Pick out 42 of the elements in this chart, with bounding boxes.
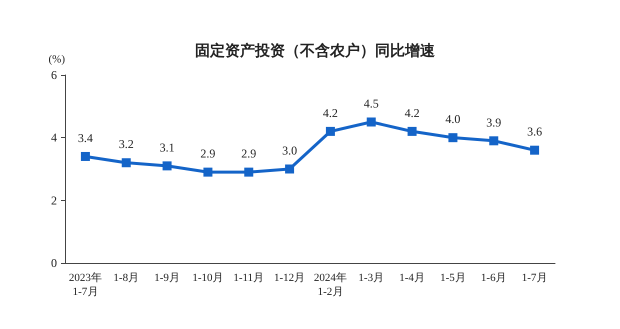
- x-tick-label: 2024年 1-2月: [314, 272, 347, 298]
- point: [285, 164, 294, 174]
- point: [162, 161, 172, 170]
- point: [366, 118, 376, 126]
- data-label: 2.9: [200, 146, 216, 161]
- x-tick-label: 1-10月: [192, 272, 224, 284]
- data-label: 3.0: [282, 144, 298, 158]
- x-tick-label: 1-11月: [233, 272, 264, 284]
- x-tick-label: 1-5月: [440, 272, 466, 284]
- y-tick-label: 0: [51, 256, 57, 270]
- y-tick-label: 4: [51, 130, 57, 145]
- x-tick-label: 1-8月: [113, 272, 140, 284]
- data-label: 3.4: [78, 130, 93, 145]
- chart-title: 固定资产投资（不含农户）同比增速: [195, 42, 436, 60]
- data-label: 4.2: [322, 106, 338, 120]
- point: [122, 158, 131, 168]
- data-label: 4.5: [364, 96, 379, 110]
- point: [203, 168, 212, 177]
- data-label: 3.6: [527, 124, 542, 139]
- x-tick-label: 1-4月: [399, 272, 425, 284]
- x-tick-label: 1-7月: [522, 272, 548, 284]
- point: [489, 136, 498, 146]
- data-label: 4.0: [445, 112, 460, 126]
- data-label: 3.9: [486, 115, 502, 130]
- point: [326, 126, 335, 136]
- data-label: 3.1: [160, 140, 175, 154]
- x-tick-label: 1-3月: [358, 272, 384, 284]
- data-label: 3.2: [118, 137, 134, 152]
- y-tick-label: 2: [51, 193, 57, 208]
- data-label: 2.9: [241, 146, 256, 161]
- point: [448, 133, 458, 142]
- x-tick-label: 1-6月: [480, 272, 507, 284]
- point: [80, 152, 90, 161]
- point: [530, 146, 540, 155]
- x-tick-label: 1-12月: [274, 272, 306, 284]
- y-tick-label: 6: [51, 68, 57, 82]
- x-tick-label: 2023年 1-7月: [68, 272, 102, 298]
- point: [244, 168, 254, 177]
- data-label: 4.2: [404, 106, 420, 120]
- point: [408, 126, 417, 136]
- y-axis-title: (%): [48, 54, 66, 66]
- x-tick-label: 1-9月: [154, 272, 180, 284]
